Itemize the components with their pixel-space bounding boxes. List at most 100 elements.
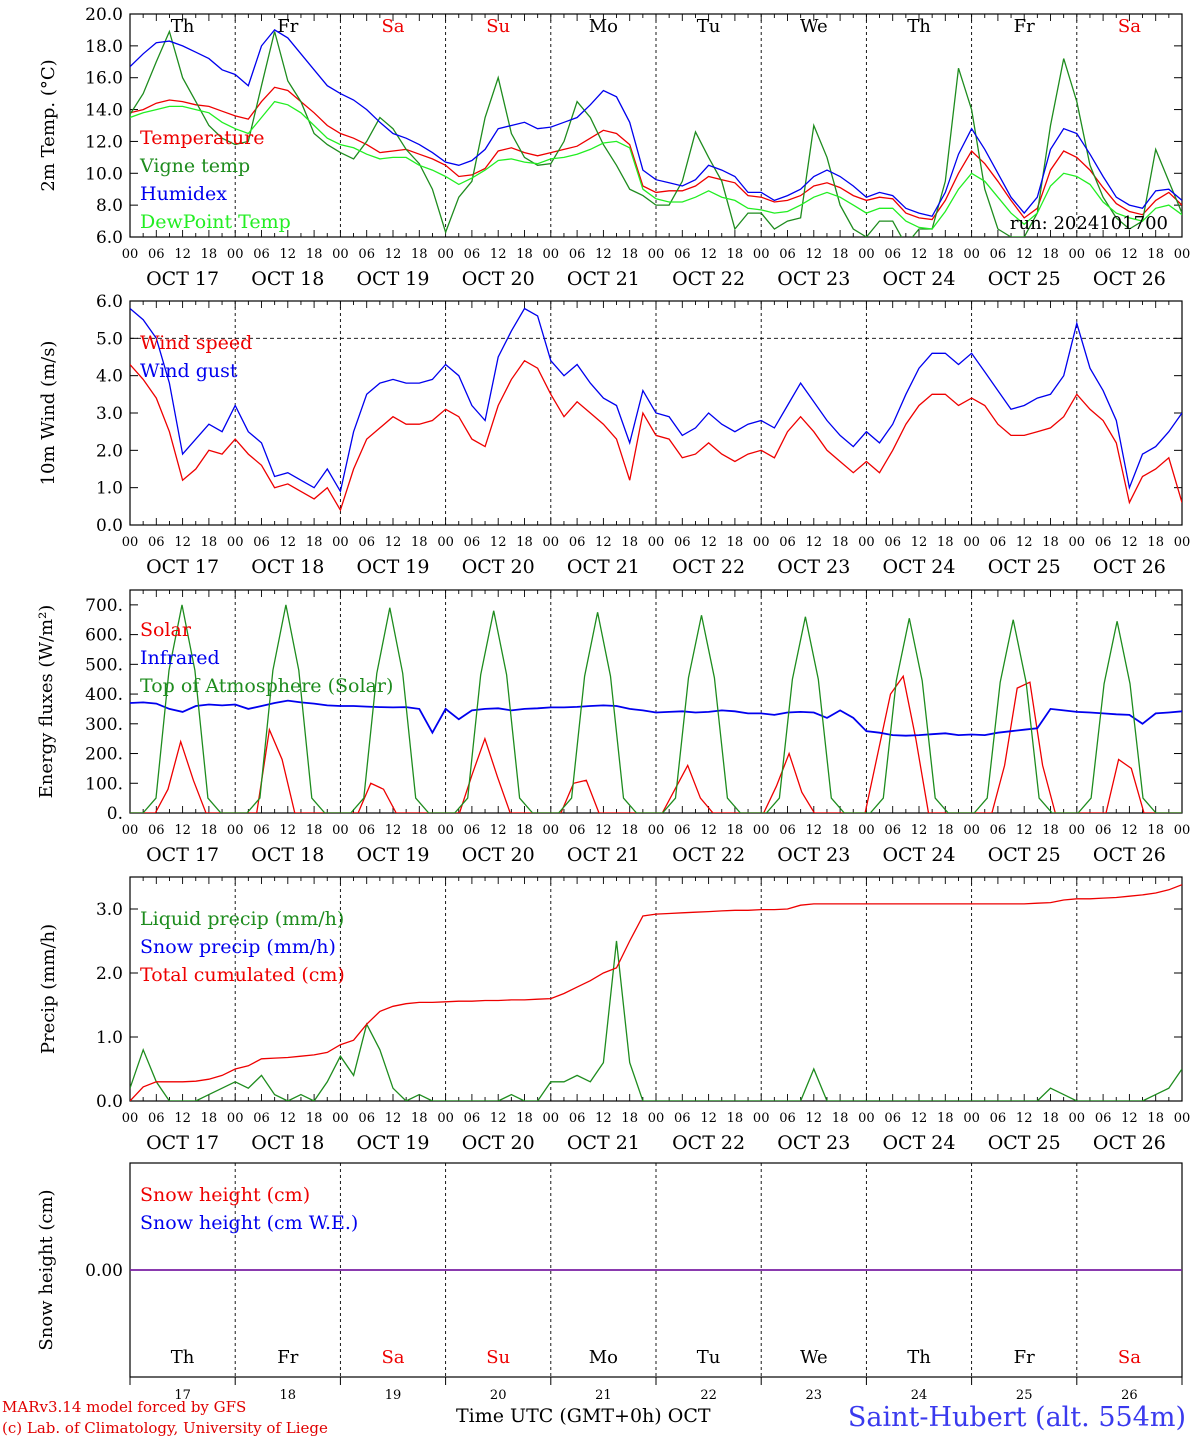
hour-tick-label: 12: [280, 1111, 297, 1126]
hour-tick-label: 06: [990, 247, 1007, 262]
day-number-label: 18: [280, 1388, 297, 1403]
hour-tick-label: 12: [806, 535, 823, 550]
hour-tick-label: 06: [148, 1111, 165, 1126]
date-label: OCT 18: [251, 844, 324, 866]
hour-tick-label: 06: [358, 823, 375, 838]
hour-tick-label: 06: [674, 823, 691, 838]
hour-tick-label: 06: [358, 1111, 375, 1126]
legend-entry: Wind speed: [140, 332, 252, 354]
hour-tick-label: 06: [884, 535, 901, 550]
hour-tick-label: 00: [753, 1111, 770, 1126]
hour-tick-label: 06: [884, 823, 901, 838]
y-tick-label: 1.0: [96, 1028, 123, 1048]
hour-tick-label: 12: [174, 823, 191, 838]
legend-entry: Liquid precip (mm/h): [140, 908, 344, 930]
hour-tick-label: 00: [543, 535, 560, 550]
hour-tick-label: 12: [911, 247, 928, 262]
hour-tick-label: 12: [280, 823, 297, 838]
hour-tick-label: 00: [1174, 1111, 1191, 1126]
y-tick-label: 18.0: [85, 37, 123, 57]
hour-tick-label: 18: [1042, 247, 1059, 262]
weekday-label: Sa: [381, 1347, 404, 1368]
weekday-label: Sa: [1118, 16, 1141, 37]
hour-tick-label: 12: [911, 823, 928, 838]
hour-tick-label: 06: [779, 535, 796, 550]
hour-tick-label: 18: [1147, 823, 1164, 838]
date-label: OCT 18: [251, 268, 324, 290]
date-label: OCT 22: [672, 844, 745, 866]
hour-tick-label: 12: [700, 247, 717, 262]
date-label: OCT 23: [777, 556, 850, 578]
day-number-label: 17: [174, 1388, 191, 1403]
legend-entry: Vigne temp: [139, 155, 250, 177]
weekday-label: Su: [486, 16, 510, 37]
hour-tick-label: 18: [832, 1111, 849, 1126]
hour-tick-label: 18: [621, 535, 638, 550]
series-line-red: [130, 359, 1182, 512]
hour-tick-label: 12: [700, 1111, 717, 1126]
y-tick-label: 2.0: [96, 964, 123, 984]
date-label: OCT 17: [146, 268, 219, 290]
hour-tick-label: 12: [490, 823, 507, 838]
hour-tick-label: 18: [306, 1111, 323, 1126]
hour-tick-label: 06: [464, 247, 481, 262]
series-line-blue: [130, 29, 1182, 218]
hour-tick-label: 00: [332, 823, 349, 838]
y-tick-label: 10.0: [85, 164, 123, 184]
hour-tick-label: 00: [1069, 823, 1086, 838]
date-label: OCT 24: [882, 1132, 955, 1154]
hour-tick-label: 12: [911, 1111, 928, 1126]
run-label: run: 2024101700: [1010, 213, 1168, 234]
hour-tick-label: 12: [595, 535, 612, 550]
hour-tick-label: 06: [358, 247, 375, 262]
hour-tick-label: 12: [806, 823, 823, 838]
hour-tick-label: 00: [1069, 1111, 1086, 1126]
date-label: OCT 23: [777, 1132, 850, 1154]
hour-tick-label: 18: [832, 535, 849, 550]
hour-tick-label: 18: [306, 823, 323, 838]
hour-tick-label: 06: [358, 535, 375, 550]
hour-tick-label: 06: [253, 823, 270, 838]
hour-tick-label: 12: [490, 1111, 507, 1126]
day-number-label: 23: [806, 1388, 823, 1403]
y-tick-label: 5.0: [96, 329, 123, 349]
hour-tick-label: 06: [148, 247, 165, 262]
hour-tick-label: 00: [227, 247, 244, 262]
weekday-label: Fr: [1014, 16, 1035, 37]
legend-entry: Infrared: [140, 647, 220, 669]
hour-tick-label: 00: [858, 535, 875, 550]
hour-tick-label: 06: [990, 535, 1007, 550]
y-tick-label: 14.0: [85, 101, 123, 121]
hour-tick-label: 18: [727, 1111, 744, 1126]
weekday-label: Mo: [589, 16, 618, 37]
legend-entry: Humidex: [140, 183, 227, 205]
hour-tick-label: 18: [516, 1111, 533, 1126]
weekday-label: Fr: [1014, 1347, 1035, 1368]
hour-tick-label: 18: [937, 247, 954, 262]
hour-tick-label: 18: [411, 1111, 428, 1126]
hour-tick-label: 06: [148, 535, 165, 550]
hour-tick-label: 18: [201, 535, 218, 550]
date-label: OCT 25: [988, 268, 1061, 290]
hour-tick-label: 00: [437, 247, 454, 262]
hour-tick-label: 18: [621, 823, 638, 838]
date-label: OCT 24: [882, 556, 955, 578]
hour-tick-label: 18: [201, 247, 218, 262]
series-line-green: [130, 940, 1182, 1101]
weekday-label: Th: [907, 1347, 931, 1368]
hour-tick-label: 00: [648, 247, 665, 262]
hour-tick-label: 00: [332, 1111, 349, 1126]
hour-tick-label: 06: [1095, 535, 1112, 550]
legend-entry: Temperature: [140, 127, 264, 149]
hour-tick-label: 00: [122, 247, 139, 262]
hour-tick-label: 00: [543, 823, 560, 838]
hour-tick-label: 06: [990, 823, 1007, 838]
hour-tick-label: 12: [595, 1111, 612, 1126]
date-label: OCT 17: [146, 1132, 219, 1154]
hour-tick-label: 00: [1174, 823, 1191, 838]
weekday-label: Th: [171, 16, 195, 37]
date-label: OCT 22: [672, 268, 745, 290]
series-line-blue: [130, 699, 1182, 737]
weekday-label: Th: [171, 1347, 195, 1368]
date-label: OCT 19: [356, 844, 429, 866]
